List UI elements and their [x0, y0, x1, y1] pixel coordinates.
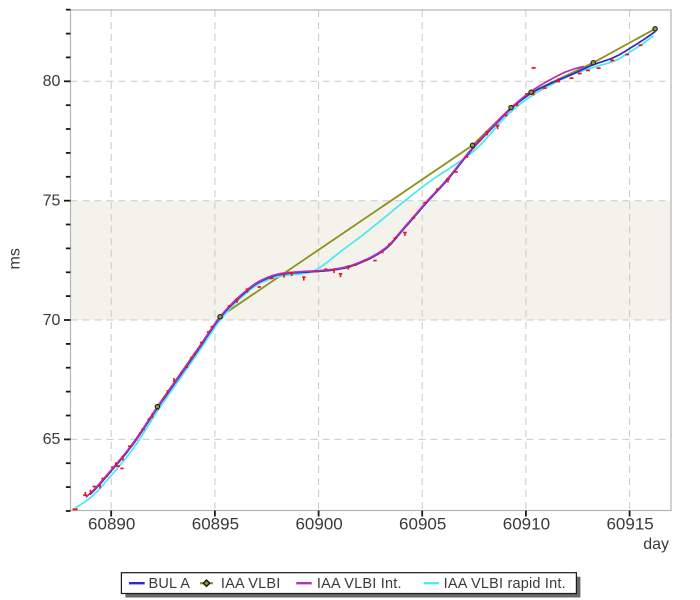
svg-text:65: 65 [43, 431, 61, 448]
svg-text:60915: 60915 [606, 515, 653, 534]
svg-text:IAA VLBI Int.: IAA VLBI Int. [317, 576, 402, 592]
svg-text:IAA VLBI rapid Int.: IAA VLBI rapid Int. [444, 576, 566, 592]
svg-text:60890: 60890 [88, 515, 135, 534]
svg-text:day: day [643, 536, 669, 553]
svg-text:60900: 60900 [295, 515, 342, 534]
svg-text:75: 75 [43, 193, 61, 210]
svg-text:60895: 60895 [192, 515, 239, 534]
svg-text:60910: 60910 [503, 515, 550, 534]
svg-text:80: 80 [43, 73, 61, 90]
svg-text:60905: 60905 [399, 515, 446, 534]
svg-text:ms: ms [6, 248, 23, 269]
svg-text:IAA VLBI: IAA VLBI [221, 576, 281, 592]
svg-text:70: 70 [43, 312, 61, 329]
svg-text:BUL A: BUL A [149, 576, 191, 592]
